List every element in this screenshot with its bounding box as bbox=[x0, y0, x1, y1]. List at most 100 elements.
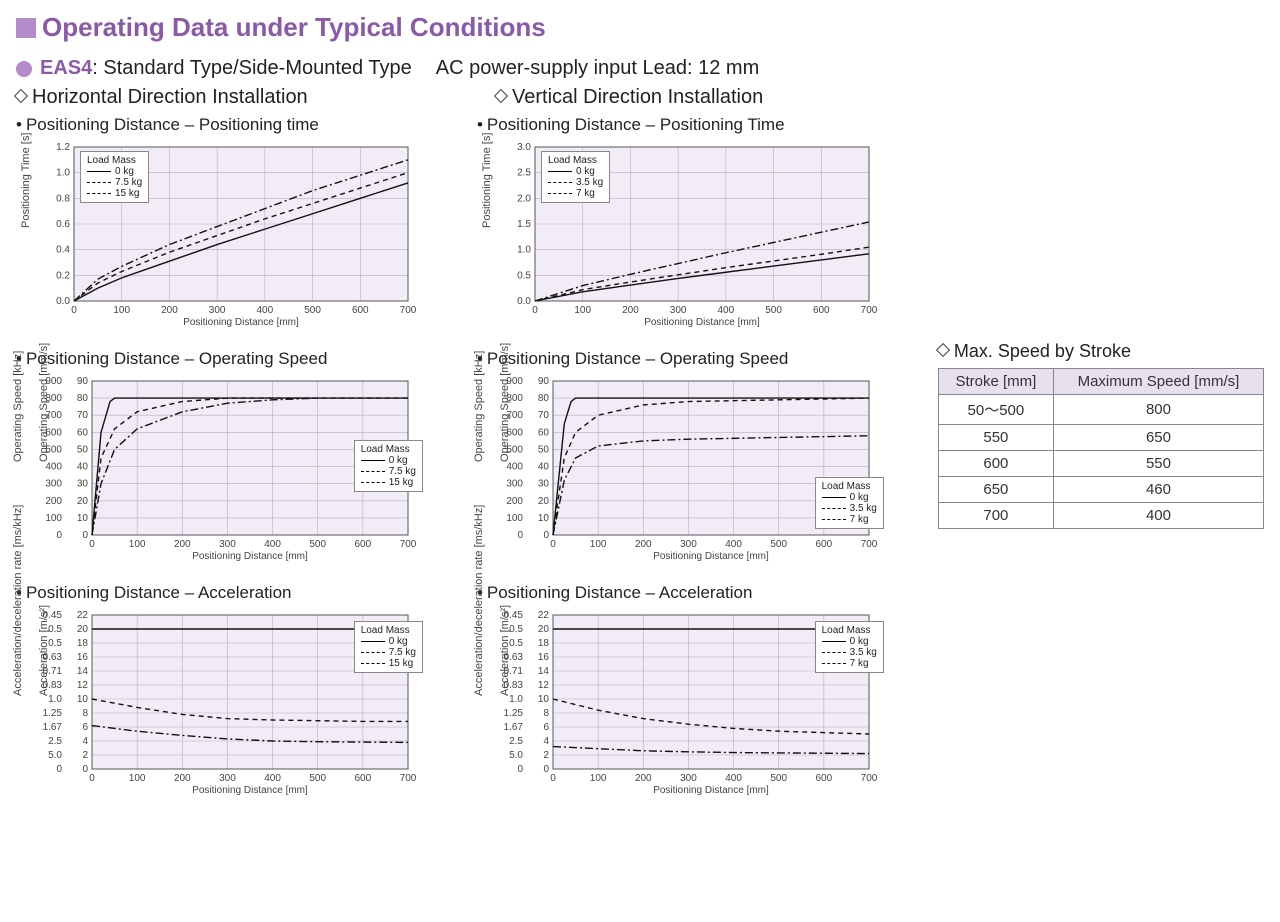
svg-text:Positioning Distance [mm]: Positioning Distance [mm] bbox=[653, 785, 769, 796]
svg-text:12: 12 bbox=[77, 680, 89, 691]
diamond-icon bbox=[14, 89, 28, 103]
svg-text:22: 22 bbox=[77, 610, 89, 621]
svg-text:300: 300 bbox=[680, 539, 697, 550]
chart-title: Positioning Distance – Acceleration bbox=[477, 583, 902, 603]
svg-text:1.67: 1.67 bbox=[43, 722, 63, 733]
svg-text:22: 22 bbox=[538, 610, 550, 621]
svg-text:300: 300 bbox=[219, 539, 236, 550]
svg-text:2.5: 2.5 bbox=[48, 736, 62, 747]
svg-text:0: 0 bbox=[56, 530, 62, 541]
svg-text:4: 4 bbox=[543, 736, 549, 747]
chart-v3: Positioning Distance – Acceleration 0100… bbox=[477, 583, 902, 797]
svg-text:16: 16 bbox=[538, 652, 550, 663]
chart-legend: Load Mass0 kg7.5 kg15 kg bbox=[354, 621, 423, 673]
svg-text:200: 200 bbox=[506, 496, 523, 507]
svg-text:70: 70 bbox=[77, 410, 89, 421]
svg-text:0: 0 bbox=[56, 764, 62, 775]
chart-legend: Load Mass0 kg3.5 kg7 kg bbox=[541, 151, 610, 203]
svg-text:100: 100 bbox=[129, 539, 146, 550]
svg-text:0: 0 bbox=[82, 764, 88, 775]
svg-text:0: 0 bbox=[517, 530, 523, 541]
svg-text:300: 300 bbox=[506, 479, 523, 490]
side-title: Max. Speed by Stroke bbox=[938, 341, 1264, 362]
series-code: EAS4 bbox=[40, 57, 92, 79]
svg-text:500: 500 bbox=[770, 773, 787, 784]
svg-text:500: 500 bbox=[309, 773, 326, 784]
svg-text:100: 100 bbox=[506, 513, 523, 524]
svg-text:70: 70 bbox=[538, 410, 550, 421]
svg-text:400: 400 bbox=[717, 305, 734, 316]
svg-text:700: 700 bbox=[861, 539, 877, 550]
chart-legend: Load Mass0 kg3.5 kg7 kg bbox=[815, 477, 884, 529]
svg-text:Positioning Distance [mm]: Positioning Distance [mm] bbox=[653, 551, 769, 562]
svg-text:1.25: 1.25 bbox=[503, 708, 523, 719]
chart-title: Positioning Distance – Positioning time bbox=[16, 115, 441, 135]
svg-text:100: 100 bbox=[45, 513, 62, 524]
svg-text:300: 300 bbox=[680, 773, 697, 784]
svg-text:1.0: 1.0 bbox=[48, 694, 62, 705]
table-row: 50～500800 bbox=[938, 395, 1263, 425]
svg-text:20: 20 bbox=[77, 496, 89, 507]
svg-text:50: 50 bbox=[538, 444, 550, 455]
side-column: Max. Speed by Stroke Stroke [mm]Maximum … bbox=[938, 115, 1264, 529]
svg-text:100: 100 bbox=[574, 305, 591, 316]
svg-text:6: 6 bbox=[543, 722, 549, 733]
svg-text:200: 200 bbox=[622, 305, 639, 316]
svg-text:20: 20 bbox=[538, 624, 550, 635]
svg-text:18: 18 bbox=[538, 638, 550, 649]
svg-text:80: 80 bbox=[77, 393, 89, 404]
chart-h3: Positioning Distance – Acceleration 0100… bbox=[16, 583, 441, 797]
svg-text:8: 8 bbox=[82, 708, 88, 719]
table-header: Stroke [mm] bbox=[938, 369, 1053, 395]
svg-text:700: 700 bbox=[400, 773, 416, 784]
svg-text:0: 0 bbox=[517, 764, 523, 775]
table-row: 700400 bbox=[938, 503, 1263, 529]
svg-text:500: 500 bbox=[765, 305, 782, 316]
svg-text:0: 0 bbox=[82, 530, 88, 541]
svg-text:16: 16 bbox=[77, 652, 89, 663]
svg-text:300: 300 bbox=[45, 479, 62, 490]
svg-text:Positioning Distance [mm]: Positioning Distance [mm] bbox=[644, 317, 760, 328]
svg-text:700: 700 bbox=[861, 773, 877, 784]
diamond-icon bbox=[494, 89, 508, 103]
col-h-title: Horizontal Direction Installation bbox=[32, 86, 308, 108]
main-title: Operating Data under Typical Conditions bbox=[16, 12, 1264, 43]
svg-text:5.0: 5.0 bbox=[48, 750, 62, 761]
svg-text:1.0: 1.0 bbox=[56, 168, 70, 179]
svg-text:30: 30 bbox=[538, 479, 550, 490]
chart-title: Positioning Distance – Positioning Time bbox=[477, 115, 902, 135]
svg-text:90: 90 bbox=[77, 376, 89, 387]
svg-text:18: 18 bbox=[77, 638, 89, 649]
svg-text:0: 0 bbox=[89, 773, 95, 784]
table-row: 600550 bbox=[938, 451, 1263, 477]
svg-text:0: 0 bbox=[543, 764, 549, 775]
svg-text:Positioning Distance [mm]: Positioning Distance [mm] bbox=[183, 317, 299, 328]
svg-text:600: 600 bbox=[813, 305, 830, 316]
chart-h2: Positioning Distance – Operating Speed 0… bbox=[16, 349, 441, 563]
main-title-text: Operating Data under Typical Conditions bbox=[42, 12, 546, 43]
svg-text:200: 200 bbox=[45, 496, 62, 507]
svg-text:600: 600 bbox=[815, 539, 832, 550]
svg-text:0.4: 0.4 bbox=[56, 245, 70, 256]
svg-text:0: 0 bbox=[71, 305, 77, 316]
svg-text:20: 20 bbox=[538, 496, 550, 507]
svg-text:0.8: 0.8 bbox=[56, 193, 70, 204]
svg-text:5.0: 5.0 bbox=[509, 750, 523, 761]
svg-text:40: 40 bbox=[538, 462, 550, 473]
svg-text:200: 200 bbox=[174, 539, 191, 550]
horizontal-column: Positioning Distance – Positioning time … bbox=[16, 115, 441, 817]
svg-text:500: 500 bbox=[770, 539, 787, 550]
svg-text:1.25: 1.25 bbox=[43, 708, 63, 719]
series-dot-icon bbox=[16, 61, 32, 77]
title-square-icon bbox=[16, 18, 36, 38]
svg-text:60: 60 bbox=[538, 427, 550, 438]
svg-text:300: 300 bbox=[209, 305, 226, 316]
svg-text:0: 0 bbox=[532, 305, 538, 316]
svg-text:0: 0 bbox=[543, 530, 549, 541]
svg-text:0.6: 0.6 bbox=[56, 219, 70, 230]
svg-text:10: 10 bbox=[77, 694, 89, 705]
svg-text:0.5: 0.5 bbox=[509, 638, 523, 649]
series-line: EAS4: Standard Type/Side-Mounted Type AC… bbox=[16, 57, 1264, 80]
svg-text:0: 0 bbox=[89, 539, 95, 550]
svg-text:20: 20 bbox=[77, 624, 89, 635]
